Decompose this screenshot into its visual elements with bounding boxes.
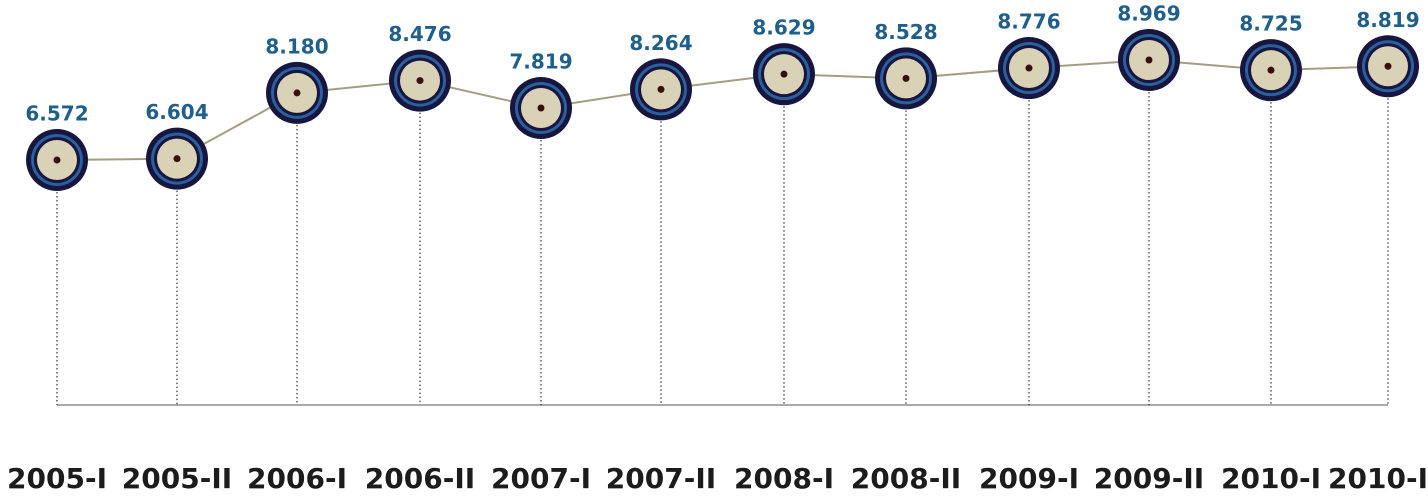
value-label: 8.528 xyxy=(874,20,937,44)
value-label: 8.264 xyxy=(629,31,692,55)
value-label: 8.180 xyxy=(265,34,328,58)
x-tick-label: 2009-II xyxy=(1094,462,1204,495)
marker-dot xyxy=(1384,62,1392,70)
marker-dot xyxy=(1145,56,1153,64)
line xyxy=(56,58,1389,161)
x-tick-label: 2007-I xyxy=(491,462,591,495)
marker-dot xyxy=(1025,64,1033,72)
marker-dot xyxy=(902,74,910,82)
x-tick-label: 2010-I xyxy=(1221,462,1321,495)
value-label: 8.776 xyxy=(997,10,1060,34)
x-tick-label: 2005-I xyxy=(7,462,107,495)
marker-dot xyxy=(537,104,545,112)
value-label: 8.725 xyxy=(1239,12,1302,36)
value-label: 8.969 xyxy=(1117,2,1180,26)
x-tick-label: 2008-I xyxy=(734,462,834,495)
x-tick-label: 2009-I xyxy=(979,462,1079,495)
x-tick-label: 2010-I xyxy=(1328,462,1428,495)
value-label: 8.629 xyxy=(752,16,815,40)
value-label: 6.604 xyxy=(145,100,208,124)
value-label: 6.572 xyxy=(25,102,88,126)
marker-dot xyxy=(416,77,424,85)
marker-dot xyxy=(780,70,788,78)
value-label: 8.476 xyxy=(388,22,451,46)
x-tick-label: 2006-II xyxy=(365,462,475,495)
x-tick-label: 2006-I xyxy=(247,462,347,495)
marker-dot xyxy=(1267,66,1275,74)
marker-dot xyxy=(657,85,665,93)
x-tick-label: 2008-II xyxy=(851,462,961,495)
marker-dot xyxy=(173,155,181,163)
marker-dot xyxy=(53,156,61,164)
x-tick-label: 2007-II xyxy=(606,462,716,495)
value-label: 8.819 xyxy=(1356,8,1419,32)
marker-dot xyxy=(293,89,301,97)
x-tick-label: 2005-II xyxy=(122,462,232,495)
value-label: 7.819 xyxy=(509,49,572,73)
